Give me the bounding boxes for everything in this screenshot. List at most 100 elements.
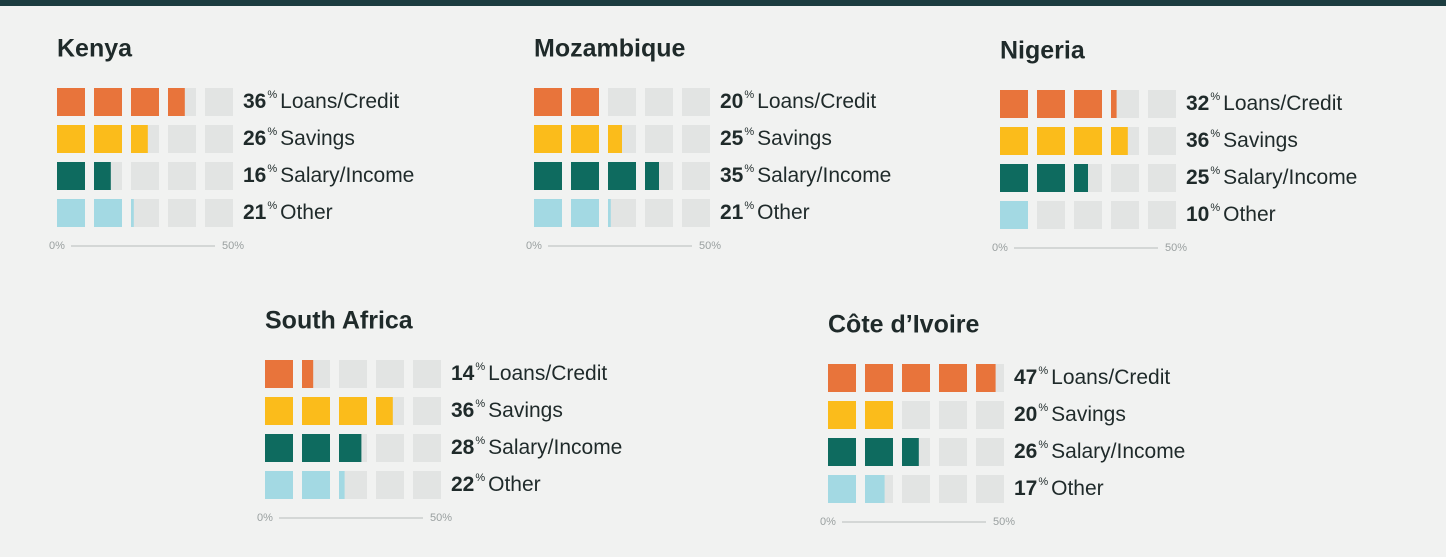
block — [94, 162, 111, 190]
unit: % — [267, 200, 277, 212]
empty-block — [976, 438, 1004, 466]
unit: % — [1038, 402, 1048, 414]
block — [1000, 90, 1028, 118]
category-label: Loans/Credit — [1223, 92, 1342, 115]
block — [302, 360, 314, 388]
block — [94, 199, 122, 227]
value-label: 26% Salary/Income — [1014, 439, 1185, 463]
block — [376, 397, 393, 425]
block — [608, 199, 611, 227]
empty-block — [1037, 201, 1065, 229]
block — [1037, 164, 1065, 192]
unit: % — [475, 361, 485, 373]
unit: % — [1038, 365, 1048, 377]
unit: % — [744, 126, 754, 138]
empty-block — [413, 397, 441, 425]
value-label: 25% Salary/Income — [1186, 165, 1357, 189]
empty-block — [413, 360, 441, 388]
value: 17 — [1014, 477, 1037, 500]
block — [265, 434, 293, 462]
block — [939, 364, 967, 392]
category-label: Other — [280, 201, 333, 224]
top-bar — [0, 0, 1446, 6]
chart-title: Nigeria — [1000, 37, 1086, 65]
x-tick-label: 50% — [699, 240, 721, 252]
category-label: Salary/Income — [488, 436, 622, 459]
value: 14 — [451, 362, 475, 385]
block — [1074, 164, 1088, 192]
block — [302, 434, 330, 462]
unit: % — [267, 163, 277, 175]
value-label: 36% Savings — [451, 398, 563, 422]
unit: % — [1210, 91, 1220, 103]
block — [265, 360, 293, 388]
category-label: Loans/Credit — [488, 362, 607, 385]
empty-block — [1111, 164, 1139, 192]
empty-block — [645, 199, 673, 227]
empty-block — [205, 88, 233, 116]
value: 21 — [243, 201, 267, 224]
block — [571, 199, 599, 227]
empty-block — [205, 125, 233, 153]
block — [534, 162, 562, 190]
empty-block — [1148, 164, 1176, 192]
unit: % — [475, 398, 485, 410]
chart-title: Côte d’Ivoire — [828, 311, 980, 339]
value-label: 21% Other — [720, 200, 810, 224]
category-label: Salary/Income — [1051, 440, 1185, 463]
block — [94, 125, 122, 153]
block — [865, 438, 893, 466]
chart-title: Kenya — [57, 35, 133, 63]
value-label: 22% Other — [451, 472, 541, 496]
unit: % — [1038, 439, 1048, 451]
block — [608, 162, 636, 190]
block — [828, 401, 856, 429]
empty-block — [682, 88, 710, 116]
value: 22 — [451, 473, 474, 496]
category-label: Savings — [488, 399, 563, 422]
empty-block — [376, 434, 404, 462]
block — [131, 88, 159, 116]
category-label: Savings — [757, 127, 832, 150]
value: 26 — [243, 127, 266, 150]
chart-title: South Africa — [265, 307, 414, 335]
unit: % — [1210, 128, 1220, 140]
block — [57, 88, 85, 116]
empty-block — [902, 475, 930, 503]
value: 25 — [1186, 166, 1210, 189]
block — [339, 434, 362, 462]
value-label: 17% Other — [1014, 476, 1104, 500]
empty-block — [168, 125, 196, 153]
empty-block — [1111, 201, 1139, 229]
empty-block — [1074, 201, 1102, 229]
category-label: Savings — [1051, 403, 1126, 426]
block — [1074, 90, 1102, 118]
empty-block — [413, 471, 441, 499]
value: 36 — [1186, 129, 1209, 152]
unit: % — [267, 89, 277, 101]
block — [571, 88, 599, 116]
value-label: 25% Savings — [720, 126, 832, 150]
x-tick-label: 0% — [992, 242, 1008, 254]
value: 16 — [243, 164, 266, 187]
empty-block — [413, 434, 441, 462]
empty-block — [339, 360, 367, 388]
block — [168, 88, 185, 116]
empty-block — [645, 125, 673, 153]
x-tick-label: 50% — [222, 240, 244, 252]
block — [1000, 201, 1028, 229]
empty-block — [939, 475, 967, 503]
empty-block — [682, 125, 710, 153]
empty-block — [131, 199, 159, 227]
category-label: Salary/Income — [1223, 166, 1357, 189]
value: 36 — [451, 399, 474, 422]
block — [339, 397, 367, 425]
block — [828, 475, 856, 503]
unit: % — [744, 200, 754, 212]
empty-block — [682, 199, 710, 227]
block — [608, 125, 622, 153]
value: 26 — [1014, 440, 1037, 463]
value-label: 36% Loans/Credit — [243, 89, 399, 113]
block — [57, 199, 85, 227]
x-tick-label: 50% — [430, 512, 452, 524]
